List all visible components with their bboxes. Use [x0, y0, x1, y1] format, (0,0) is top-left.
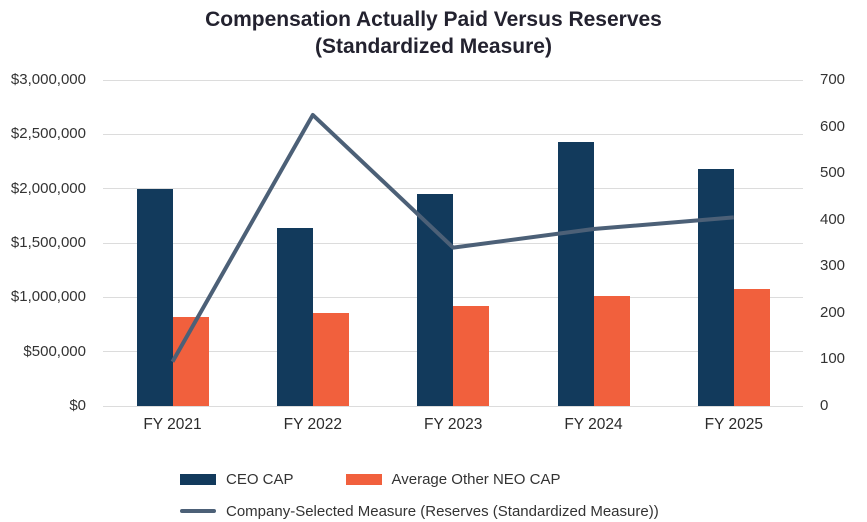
bar-neo-cap — [733, 288, 770, 406]
gridline — [103, 79, 803, 81]
bar-neo-cap — [312, 312, 349, 406]
line-swatch-icon — [180, 509, 216, 513]
y-axis-left-tick-label: $0 — [69, 397, 86, 414]
y-axis-left-tick-label: $3,000,000 — [10, 71, 86, 88]
y-axis-left-tick-label: $2,500,000 — [10, 125, 86, 143]
x-axis-category-label: FY 2025 — [704, 416, 763, 433]
y-axis-left-tick-label: $500,000 — [23, 342, 86, 360]
neo-cap-swatch-icon — [345, 473, 382, 485]
y-axis-right-tick-label: 0 — [820, 397, 829, 414]
y-axis-right-tick-label: 100 — [820, 350, 846, 368]
legend: CEO CAP Average Other NEO CAP Company-Se… — [180, 469, 659, 522]
bar-ceo-cap — [276, 227, 313, 406]
y-axis-left-tick-label: $2,000,000 — [10, 179, 86, 197]
x-axis-category-label: FY 2021 — [143, 416, 202, 433]
bar-ceo-cap — [557, 141, 594, 406]
legend-label-ceo-cap: CEO CAP — [226, 470, 294, 488]
x-axis-category-label: FY 2023 — [424, 416, 483, 433]
y-axis-right-tick-label: 500 — [820, 164, 846, 182]
bar-neo-cap — [593, 296, 630, 406]
bar-ceo-cap — [417, 194, 454, 406]
legend-row-line: Company-Selected Measure (Reserves (Stan… — [180, 501, 659, 521]
y-axis-left-tick-label: $1,500,000 — [10, 234, 86, 251]
gridline — [103, 405, 803, 407]
y-axis-right-tick-label: 400 — [820, 210, 846, 228]
y-axis-right-tick-label: 600 — [820, 117, 846, 135]
y-axis-right-tick-label: 700 — [820, 71, 846, 88]
y-axis-left-tick-label: $1,000,000 — [10, 288, 86, 306]
gridline — [103, 133, 803, 135]
bar-ceo-cap — [136, 188, 173, 406]
legend-label-neo-cap: Average Other NEO CAP — [391, 470, 561, 488]
bar-neo-cap — [172, 316, 209, 406]
bar-ceo-cap — [697, 169, 734, 406]
x-axis-category-label: FY 2024 — [564, 416, 623, 433]
ceo-cap-swatch-icon — [180, 473, 216, 485]
legend-row-bars: CEO CAP Average Other NEO CAP — [180, 469, 659, 489]
y-axis-right-tick-label: 300 — [820, 257, 846, 275]
bar-neo-cap — [453, 306, 490, 406]
chart-title: Compensation Actually Paid Versus Reserv… — [0, 6, 867, 60]
chart-title-line1: Compensation Actually Paid Versus Reserv… — [205, 8, 662, 31]
y-axis-right-tick-label: 200 — [820, 303, 846, 321]
legend-label-company-selected-measure: Company-Selected Measure (Reserves (Stan… — [226, 502, 659, 520]
x-axis-category-label: FY 2022 — [283, 416, 342, 433]
chart-title-line2: (Standardized Measure) — [315, 35, 552, 58]
